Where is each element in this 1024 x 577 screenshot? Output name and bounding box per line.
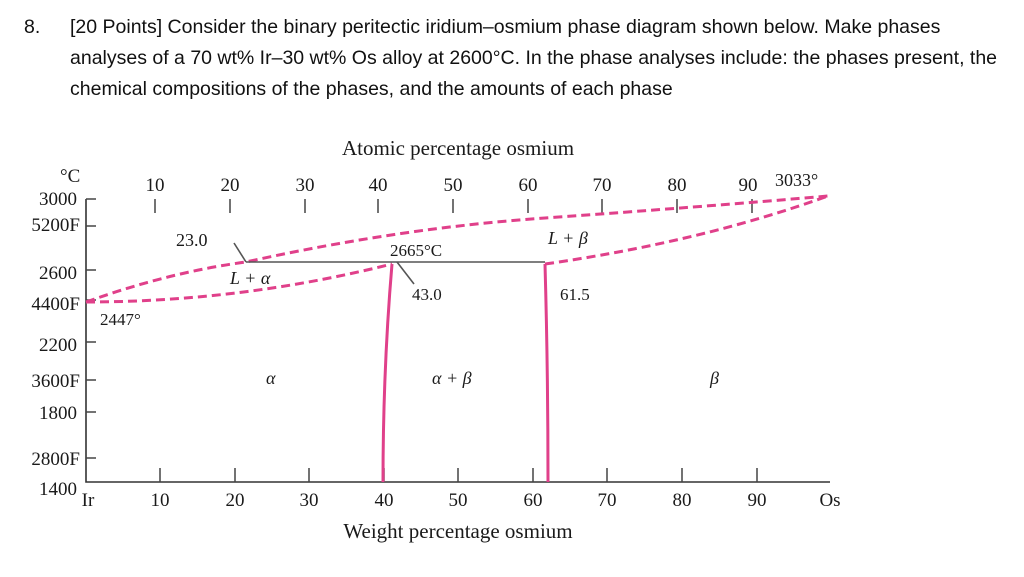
top-tick-label-10: 10 [146, 175, 165, 196]
region-label-beta: β [709, 368, 719, 388]
top-tick-label-20: 20 [221, 175, 240, 196]
top-tick-label-90: 90 [739, 175, 758, 196]
y-label-5200f: 5200F [31, 215, 80, 236]
top-tick-label-80: 80 [668, 175, 687, 196]
peritectic-comp-value: 43.0 [412, 285, 442, 304]
question-block: 8. [20 Points] Consider the binary perit… [24, 12, 1004, 105]
element-os-label: Os [819, 490, 840, 511]
bottom-tick-label-70: 70 [598, 490, 617, 511]
y-label-3000: 3000 [39, 189, 77, 210]
element-ir-label: Ir [82, 490, 95, 511]
temp-unit-label: °C [60, 166, 80, 187]
alpha-limit-value: 23.0 [176, 230, 208, 250]
alpha-solidus-line [85, 262, 393, 304]
liquidus-line [85, 194, 829, 304]
region-label-l-alpha: L + α [229, 268, 271, 288]
bottom-axis-label: Weight percentage osmium [343, 519, 572, 543]
region-label-alpha-beta: α + β [432, 368, 472, 388]
top-tick-label-50: 50 [444, 175, 463, 196]
top-ticks [154, 199, 753, 213]
region-label-l-beta: L + β [547, 228, 588, 248]
top-tick-label-60: 60 [519, 175, 538, 196]
bottom-tick-label-30: 30 [300, 490, 319, 511]
peritectic-temp-value: 2665°C [390, 241, 442, 260]
bottom-tick-label-60: 60 [524, 490, 543, 511]
top-axis-label: Atomic percentage osmium [342, 136, 574, 160]
bottom-tick-label-40: 40 [375, 490, 394, 511]
beta-limit-value: 61.5 [560, 285, 590, 304]
question-number: 8. [24, 16, 41, 38]
y-label-4400f: 4400F [31, 294, 80, 315]
y-label-1800: 1800 [39, 403, 77, 424]
y-label-2200: 2200 [39, 335, 77, 356]
bottom-tick-label-50: 50 [449, 490, 468, 511]
y-label-2600: 2600 [39, 263, 77, 284]
beta-solidus-line [544, 194, 829, 266]
y-label-2800f: 2800F [31, 449, 80, 470]
os-melting-temp: 3033° [775, 170, 818, 190]
beta-solvus-line [543, 263, 550, 483]
alpha-solvus-line [381, 263, 394, 483]
bottom-ticks [159, 468, 758, 482]
region-label-alpha: α [266, 368, 276, 388]
alpha-limit-leader [233, 242, 247, 263]
y-label-3600f: 3600F [31, 371, 80, 392]
bottom-tick-label-10: 10 [151, 490, 170, 511]
bottom-tick-label-80: 80 [673, 490, 692, 511]
question-text: [20 Points] Consider the binary peritect… [70, 16, 998, 100]
diagram-frame [85, 199, 830, 483]
bottom-tick-label-20: 20 [226, 490, 245, 511]
peritectic-comp-leader [396, 261, 415, 285]
y-ticks [86, 198, 96, 459]
top-tick-label-40: 40 [369, 175, 388, 196]
y-label-1400: 1400 [39, 479, 77, 500]
top-tick-label-70: 70 [593, 175, 612, 196]
ir-melting-temp: 2447° [100, 310, 141, 329]
bottom-tick-label-90: 90 [748, 490, 767, 511]
top-tick-label-30: 30 [296, 175, 315, 196]
